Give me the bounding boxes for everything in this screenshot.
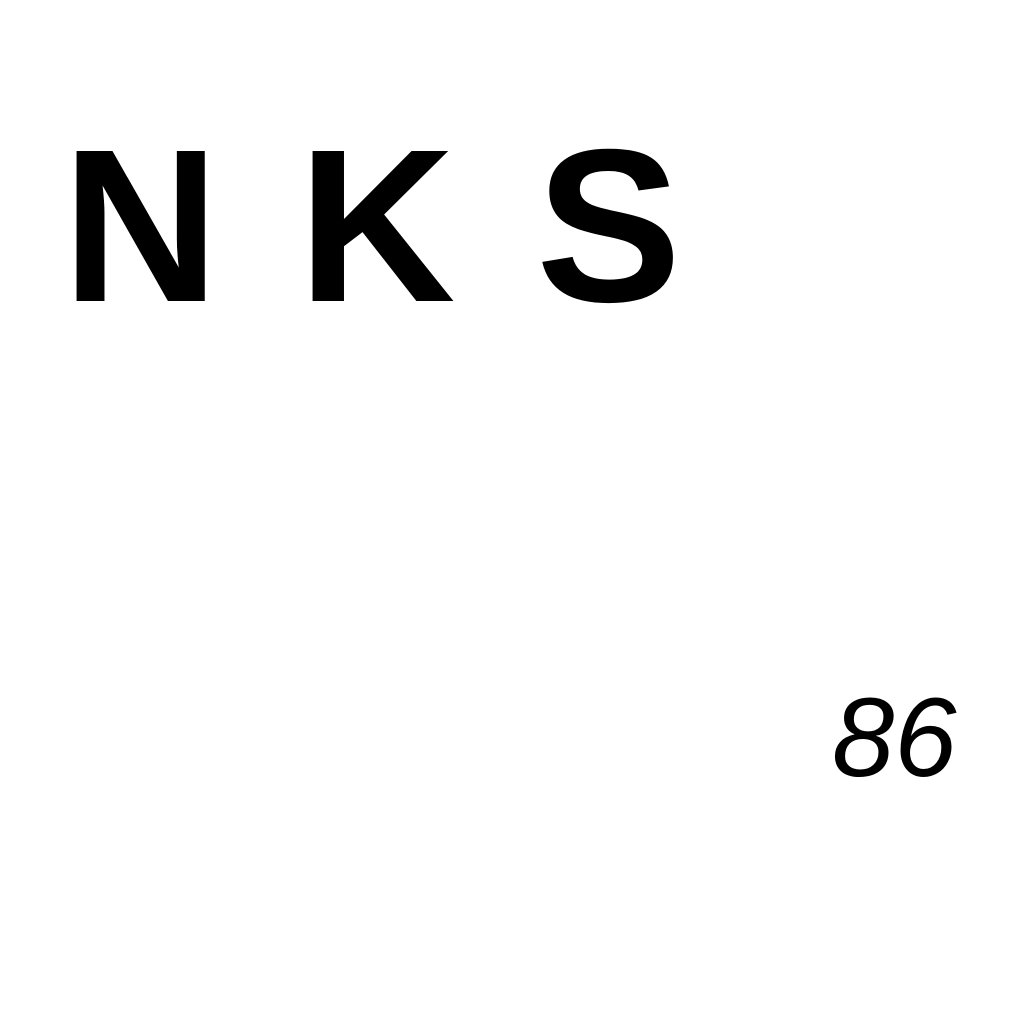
letter-k: K xyxy=(298,105,456,348)
page-number: 86 xyxy=(832,675,957,800)
letter-s: S xyxy=(536,105,682,348)
letter-n: N xyxy=(62,105,220,348)
